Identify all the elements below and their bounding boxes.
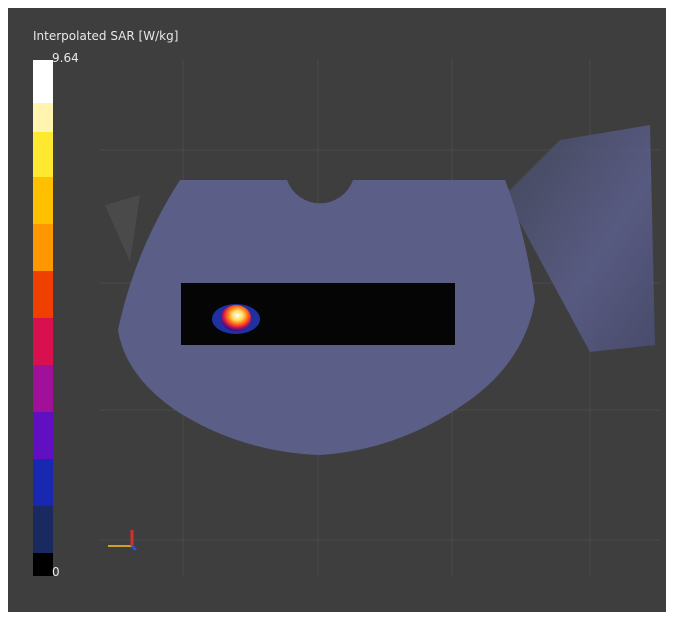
axis-triad (108, 530, 138, 552)
colorbar (33, 60, 53, 576)
side-shape (105, 195, 140, 262)
colorbar-title: Interpolated SAR [W/kg] (33, 29, 178, 43)
hotspot (221, 305, 251, 331)
colorbar-max: 9.64 (52, 51, 79, 65)
side-shape (505, 125, 655, 352)
colorbar-min: 0 (52, 565, 60, 579)
